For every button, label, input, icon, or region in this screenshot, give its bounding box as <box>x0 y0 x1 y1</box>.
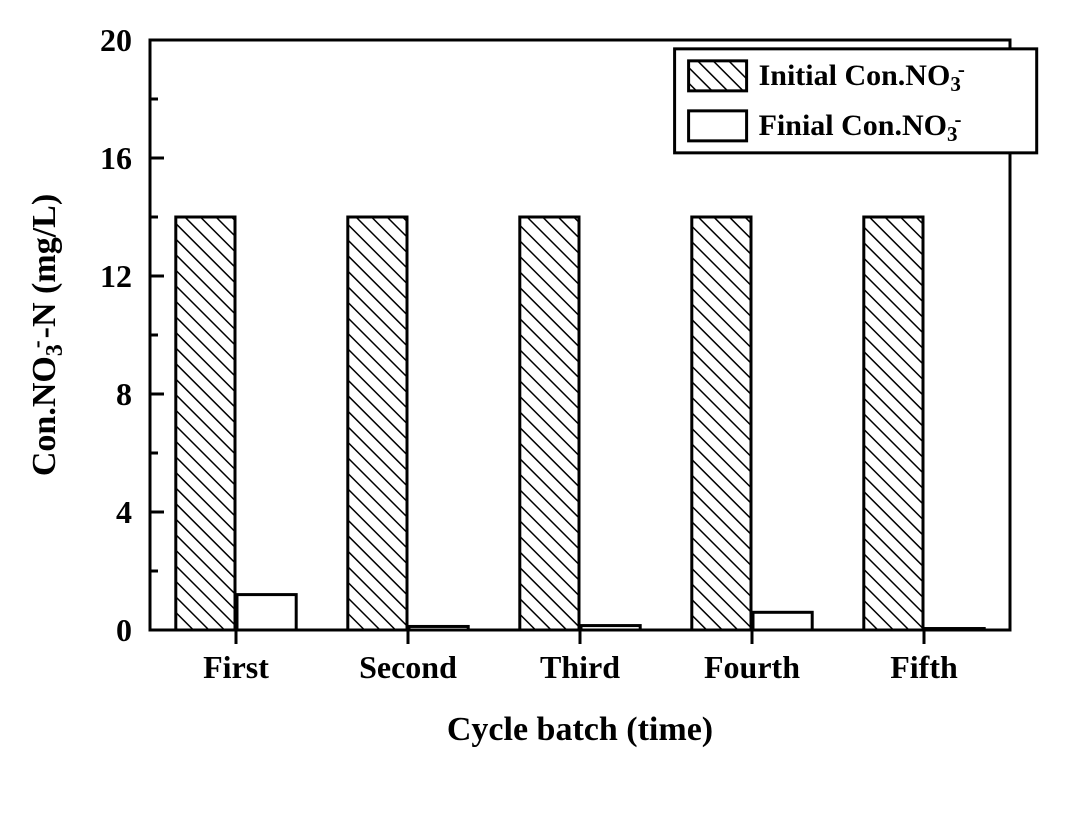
bar-initial <box>692 217 751 630</box>
x-tick-label: Fourth <box>704 649 800 685</box>
y-tick-label: 12 <box>100 258 132 294</box>
x-tick-label: Fifth <box>890 649 958 685</box>
y-axis-label: Con.NO3--N (mg/L) <box>24 194 68 476</box>
x-tick-label: Second <box>359 649 457 685</box>
legend-swatch <box>689 111 747 141</box>
bar-initial <box>348 217 407 630</box>
chart-container: 0 4 8 12 16 20 First Second Third Fourth Fifth Cycl… <box>0 0 1072 820</box>
legend-label: Initial Con.NO3- <box>759 56 965 96</box>
x-tick-label: First <box>203 649 269 685</box>
y-tick-label: 20 <box>100 22 132 58</box>
chart-svg: 0 4 8 12 16 20 First Second Third Fourth Fifth Cycl… <box>0 0 1072 820</box>
y-tick-label: 8 <box>116 376 132 412</box>
bar-initial <box>864 217 923 630</box>
y-tick-label: 16 <box>100 140 132 176</box>
legend-swatch <box>689 61 747 91</box>
bar-initial <box>520 217 579 630</box>
bar-initial <box>176 217 235 630</box>
y-tick-label: 0 <box>116 612 132 648</box>
bar-finial <box>237 595 296 630</box>
x-axis-label: Cycle batch (time) <box>447 711 713 748</box>
svg-text:Con.NO3--N (mg/L): Con.NO3--N (mg/L) <box>24 194 68 476</box>
x-tick-label: Third <box>540 649 620 685</box>
bar-finial <box>753 612 812 630</box>
y-tick-label: 4 <box>116 494 132 530</box>
legend-label: Finial Con.NO3- <box>759 106 962 146</box>
